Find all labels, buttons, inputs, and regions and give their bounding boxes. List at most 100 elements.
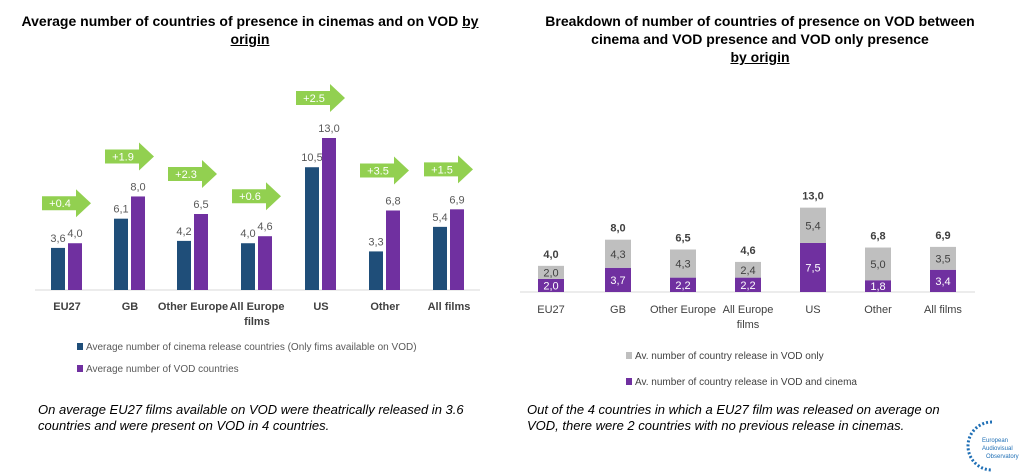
left-data-label: 4,0 [67, 228, 82, 240]
right-bar-vod-only [735, 261, 761, 278]
right-title-underlined: by origin [730, 49, 790, 65]
left-title-underlined: by origin [230, 13, 479, 47]
left-chart-title: Average number of countries of presence … [20, 12, 480, 48]
right-legend-label: Av. number of country release in VOD and… [635, 377, 857, 388]
right-bar-vod-cinema [865, 280, 891, 292]
right-total-label: 6,8 [870, 231, 885, 243]
right-bar-vod-only [865, 247, 891, 281]
left-category-label: US [313, 301, 328, 313]
svg-text:Audiovisual: Audiovisual [982, 446, 1013, 452]
left-note: On average EU27 films available on VOD w… [38, 402, 464, 433]
left-bar-vod [194, 214, 208, 290]
right-segment-label: 4,3 [675, 259, 690, 271]
growth-arrow [168, 160, 217, 188]
left-category-label: EU27 [53, 301, 81, 313]
left-bar-vod [322, 138, 336, 290]
right-bar-vod-cinema [735, 277, 761, 292]
growth-arrow [296, 84, 345, 112]
right-bar-vod-cinema [538, 278, 564, 292]
right-category-label: All Europe [723, 304, 774, 316]
left-data-label: 10,5 [301, 152, 322, 164]
left-data-label: 6,1 [113, 204, 128, 216]
left-data-label: 3,3 [368, 236, 383, 248]
left-legend-swatch [77, 365, 83, 372]
right-segment-label: 3,4 [935, 276, 950, 288]
growth-label: +3.5 [367, 165, 389, 177]
left-bar-cinema [433, 226, 447, 290]
left-bar-cinema [51, 247, 65, 290]
right-total-label: 6,5 [675, 233, 690, 245]
left-bar-vod [386, 210, 400, 290]
left-data-label: 6,5 [193, 199, 208, 211]
right-segment-label: 3,5 [935, 253, 950, 265]
left-bar-vod [131, 196, 145, 290]
left-data-label: 5,4 [432, 212, 447, 224]
right-bar-vod-cinema [930, 269, 956, 292]
left-data-label: 13,0 [318, 123, 339, 135]
right-segment-label: 5,4 [805, 220, 820, 232]
left-bar-cinema [114, 218, 128, 290]
right-category-label: All films [924, 304, 962, 316]
growth-label: +2.3 [175, 169, 197, 181]
right-bar-vod-only [538, 265, 564, 279]
growth-arrow [360, 156, 409, 185]
left-data-label: 4,6 [257, 221, 272, 233]
left-legend-label: Average number of cinema release countri… [86, 342, 417, 353]
right-note: Out of the 4 countries in which a EU27 f… [527, 402, 940, 433]
right-bar-vod-cinema [605, 267, 631, 292]
left-category-label: Other [370, 301, 400, 313]
left-legend-swatch [77, 343, 83, 350]
growth-arrow [424, 155, 473, 184]
left-data-label: 6,9 [449, 194, 464, 206]
right-bar-vod-only [800, 207, 826, 243]
right-total-label: 8,0 [610, 223, 625, 235]
right-legend-swatch [626, 352, 632, 359]
right-category-label: US [805, 304, 820, 316]
left-bar-vod [258, 236, 272, 290]
right-segment-label: 3,7 [610, 275, 625, 287]
right-segment-label: 4,3 [610, 249, 625, 261]
growth-label: +2.5 [303, 93, 325, 105]
right-segment-label: 7,5 [805, 262, 820, 274]
left-bar-vod [450, 209, 464, 290]
right-legend-label: Av. number of country release in VOD onl… [635, 351, 824, 362]
left-bar-cinema [241, 243, 255, 290]
right-category-label: Other [864, 304, 892, 316]
left-legend-label: Average number of VOD countries [86, 364, 239, 375]
right-bar-vod-cinema [670, 277, 696, 292]
growth-arrow [232, 182, 281, 211]
left-bar-cinema [177, 240, 191, 290]
right-title-text: Breakdown of number of countries of pres… [545, 13, 975, 47]
right-segment-label: 1,8 [870, 281, 885, 293]
right-bar-vod-only [670, 249, 696, 278]
right-total-label: 4,0 [543, 249, 558, 261]
right-segment-label: 2,4 [740, 265, 755, 277]
right-segment-label: 2,2 [740, 280, 755, 292]
right-total-label: 4,6 [740, 245, 755, 257]
right-bar-vod-cinema [800, 242, 826, 292]
left-bar-vod [68, 243, 82, 290]
right-category-label: Other Europe [650, 304, 716, 316]
growth-label: +1.5 [431, 164, 453, 176]
growth-label: +0.6 [239, 191, 261, 203]
right-total-label: 6,9 [935, 230, 950, 242]
left-data-label: 4,2 [176, 226, 191, 238]
right-category-label: films [737, 319, 760, 331]
observatory-logo: European Audiovisual Observatory [966, 420, 1019, 472]
right-category-label: EU27 [537, 304, 565, 316]
svg-text:Observatory: Observatory [986, 454, 1019, 460]
left-data-label: 8,0 [130, 181, 145, 193]
left-category-label: films [244, 316, 270, 328]
growth-arrow [105, 142, 154, 171]
right-legend-swatch [626, 378, 632, 385]
growth-label: +0.4 [49, 198, 71, 210]
left-title-text: Average number of countries of presence … [21, 13, 459, 29]
right-chart-title: Breakdown of number of countries of pres… [525, 12, 995, 66]
right-total-label: 13,0 [802, 191, 823, 203]
growth-label: +1.9 [112, 151, 134, 163]
left-data-label: 6,8 [385, 195, 400, 207]
growth-arrow [42, 189, 91, 218]
left-category-label: GB [122, 301, 139, 313]
left-bar-cinema [369, 251, 383, 290]
